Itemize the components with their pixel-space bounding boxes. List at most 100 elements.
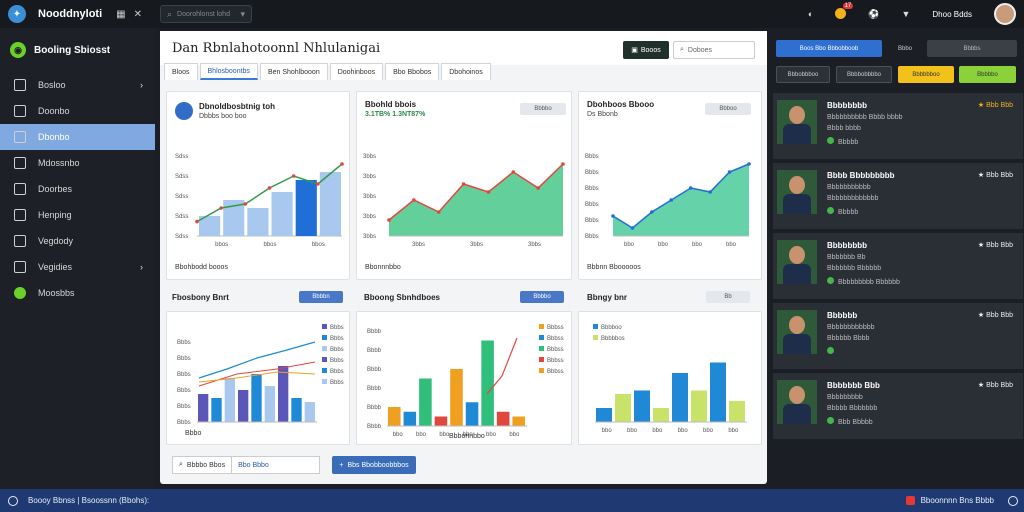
- main-search-input[interactable]: ⌕ Doboes: [673, 41, 755, 59]
- person-card[interactable]: Bbbbbb Bbbbbbbbbbbb Bbbbbb Bbbb ★ Bbb Bbb: [773, 303, 1023, 369]
- mail-icon: [14, 157, 26, 169]
- legend-swatch: [539, 357, 544, 362]
- filter-chip-a[interactable]: Bbbobbboo: [776, 66, 830, 83]
- users-icon: [14, 235, 26, 247]
- calendar-icon: [14, 209, 26, 221]
- legend-label: Bbbs: [330, 336, 344, 342]
- home-icon: [14, 79, 26, 91]
- primary-action-button[interactable]: ▣ Booos: [623, 41, 669, 59]
- collapse-icon[interactable]: ✕: [133, 8, 142, 20]
- bar: [710, 362, 726, 422]
- soccer-ball-icon[interactable]: ⚽: [868, 8, 880, 19]
- person-rating: ★ Bbb Bbb: [977, 382, 1013, 389]
- avatar[interactable]: [994, 3, 1016, 25]
- tab-5[interactable]: Dbohoinos: [441, 63, 491, 80]
- y-tick-label: Bbbb: [367, 386, 382, 392]
- sidebar-brand[interactable]: ◉ Booling Sbiosst: [0, 28, 155, 72]
- bookmark-icon[interactable]: ▼: [901, 9, 911, 19]
- card-menu-button[interactable]: Bbboo: [705, 103, 751, 115]
- legend-swatch: [322, 335, 327, 340]
- y-tick-label: 3bbs: [363, 234, 376, 240]
- sidebar-item-5[interactable]: Henping: [0, 202, 155, 228]
- point: [243, 202, 248, 206]
- sidebar-item-7[interactable]: Vegidies ›: [0, 254, 155, 280]
- y-tick-label: Bbbs: [177, 340, 191, 346]
- y-tick-label: Bbbs: [585, 234, 599, 240]
- x-tick-label: bbo: [624, 242, 635, 248]
- sidebar-item-6[interactable]: Vegdody: [0, 228, 155, 254]
- bottom-action-button[interactable]: + Bbs Bbobboobbbos: [332, 456, 416, 474]
- user-name[interactable]: Dhoo Bdds: [932, 9, 972, 19]
- y-tick-label: 3bbs: [363, 154, 376, 160]
- sidebar-item-0[interactable]: Bosloo ›: [0, 72, 155, 98]
- x-tick-label: bbos: [264, 242, 277, 248]
- alert-icon: [905, 496, 915, 505]
- tab-1[interactable]: Bhlosboontbs: [199, 63, 258, 80]
- person-suit: [783, 264, 811, 284]
- card-title: Bbohld bbois: [365, 100, 417, 109]
- section-button-c6[interactable]: Bb: [706, 291, 750, 303]
- tab-0[interactable]: Bloos: [164, 63, 198, 80]
- y-tick-label: Bbbs: [585, 170, 599, 176]
- section-button-c4[interactable]: Bbbbn: [299, 291, 343, 303]
- legend-swatch: [322, 346, 327, 351]
- person-card[interactable]: Bbbbbbbb Bbbbbbb Bb Bbbbbbb Bbbbbb Bbbbbbbb…: [773, 233, 1023, 299]
- x-tick-label: bbo: [393, 432, 404, 438]
- bottom-search-input[interactable]: ⌕ Bbbbo Bbos Bbo Bbbo: [172, 456, 320, 474]
- point: [291, 174, 296, 178]
- theme-icon[interactable]: ◐: [807, 9, 814, 19]
- chevron-right-icon: ›: [140, 80, 143, 90]
- sidebar-item-1[interactable]: Doonbo: [0, 98, 155, 124]
- filter-chip-c[interactable]: Bbbbbboo: [898, 66, 954, 83]
- page-title: Dan Rbnlahotoonnl Nhlulanigai: [172, 40, 381, 56]
- person-line-3: Bbbbbbbbb Bbbbbb: [838, 279, 900, 286]
- y-tick-label: Sdss: [175, 174, 188, 180]
- bar: [247, 208, 269, 236]
- person-photo: [777, 380, 817, 424]
- right-dropdown[interactable]: Bbbbs: [927, 40, 1017, 57]
- card-menu-button[interactable]: Bbbbo: [520, 103, 566, 115]
- grid-icon[interactable]: ▦: [116, 8, 126, 20]
- legend-label: Bbbss: [547, 369, 564, 375]
- person-head: [789, 106, 805, 124]
- sidebar-item-8[interactable]: Moosbbs: [0, 280, 155, 306]
- chart-c5: Bbbb Bbbb Bbbb Bbbb Bbbb Bbbb bbo bbo bbo bbo bbo b…: [367, 324, 564, 438]
- main-panel: Dan Rbnlahotoonnl Nhlulanigai ▣ Booos ⌕ …: [160, 31, 767, 484]
- bottom-tools: ⌕ Bbbbo Bbos Bbo Bbbo + Bbs Bbobboobbbos: [172, 456, 416, 474]
- bottom-input-right[interactable]: Bbo Bbbo: [231, 457, 275, 473]
- tab-4[interactable]: Bbo Bbobos: [385, 63, 440, 80]
- y-tick-label: Bbbs: [177, 388, 191, 394]
- person-card[interactable]: Bbbbbbbb Bbbbbbbbbb Bbbb bbbb Bbbb bbbb Bbb…: [773, 93, 1023, 159]
- legend-label: Bbbss: [547, 358, 564, 364]
- primary-action-label: Booos: [640, 46, 661, 54]
- bar: [419, 378, 432, 426]
- notification-button[interactable]: 17: [835, 2, 854, 21]
- top-search-input[interactable]: ⌕ Doorohlonst lohd ▾: [160, 5, 252, 23]
- bird-icon[interactable]: ✦: [8, 5, 26, 23]
- person-head: [789, 316, 805, 334]
- green-dot-icon: [14, 287, 26, 299]
- person-card[interactable]: Bbbbbbb Bbb Bbbbbbbbb Bbbbb Bbbbbbb Bbb Bbb…: [773, 373, 1023, 439]
- right-primary-button[interactable]: Boos Bbo Bbbobboob: [776, 40, 882, 57]
- sidebar-item-4[interactable]: Doorbes: [0, 176, 155, 202]
- sidebar: ◉ Booling Sbiosst Bosloo › Doonbo Dbonbo Mdo…: [0, 28, 155, 489]
- filter-chip-b[interactable]: Bbbbobbbbo: [836, 66, 892, 83]
- person-suit: [783, 404, 811, 424]
- y-tick-label: Bbbb: [367, 348, 382, 354]
- document-icon: [14, 183, 26, 195]
- status-dot-icon: [827, 347, 834, 354]
- point: [267, 186, 272, 190]
- status-text: Boooy Bbnss | Bsoossnn (Bbohs):: [28, 496, 150, 505]
- filter-chip-d[interactable]: Bbbbbo: [959, 66, 1016, 83]
- chart-card-6: bbo bbo bbo bbo bbo bbo Bbbboo Bbbbbos: [578, 311, 762, 445]
- help-icon[interactable]: [1008, 495, 1018, 506]
- bar: [278, 366, 289, 422]
- person-line-1: Bbbbbbbbbbbb: [827, 324, 875, 331]
- tab-2[interactable]: Ben Shohlbooon: [259, 63, 328, 80]
- tab-3[interactable]: Doohinboos: [329, 63, 384, 80]
- sidebar-item-3[interactable]: Mdossnbo: [0, 150, 155, 176]
- sidebar-item-2[interactable]: Dbonbo: [0, 124, 155, 150]
- bottom-input-left[interactable]: ⌕ Bbbbo Bbos: [173, 457, 231, 473]
- person-card[interactable]: Bbbb Bbbbbbbbb Bbbbbbbbbbb Bbbbbbbbbbbbb Bb…: [773, 163, 1023, 229]
- section-button-c5[interactable]: Bbbbo: [520, 291, 564, 303]
